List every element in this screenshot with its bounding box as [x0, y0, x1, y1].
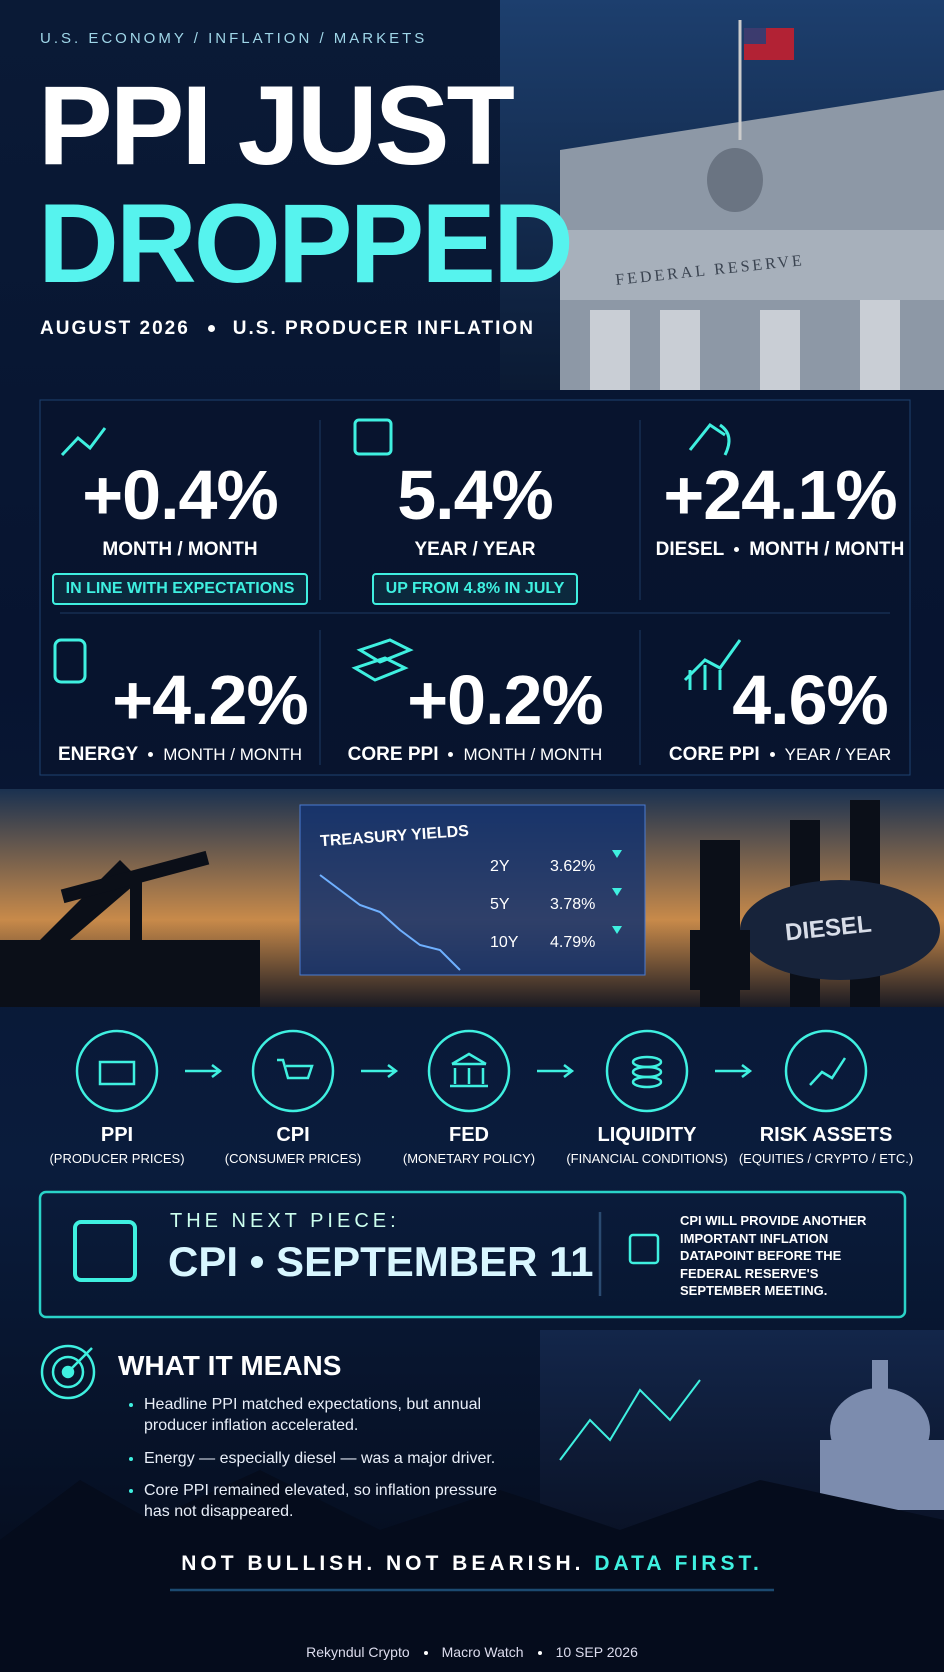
tenor: 2Y — [490, 858, 510, 875]
flow-sub: (EQUITIES / CRYPTO / ETC.) — [738, 1151, 914, 1166]
flow-node: LIQUIDITY (FINANCIAL CONDITIONS) — [557, 1124, 737, 1166]
flow-sub: (MONETARY POLICY) — [402, 1151, 536, 1166]
meaning-list: Headline PPI matched expectations, but a… — [120, 1395, 520, 1535]
stat-label: DIESEL MONTH / MONTH — [645, 539, 915, 561]
flow-label: FED — [449, 1124, 489, 1146]
separator — [537, 1651, 542, 1656]
yield: 3.62% — [550, 858, 596, 875]
stat-value: +4.2% — [112, 661, 308, 739]
stat: 5.4% YEAR / YEAR UP FROM 4.8% IN JULY — [325, 455, 625, 605]
stat-label: MONTH / MONTH — [102, 539, 258, 560]
treasury-row: 10Y 4.79% — [490, 924, 595, 962]
flow-sub: (CONSUMER PRICES) — [224, 1151, 362, 1166]
treasury-row: 5Y 3.78% — [490, 886, 595, 924]
flow-label: PPI — [100, 1124, 134, 1146]
flow-label: CPI — [276, 1124, 310, 1146]
stat-label-text: MONTH / MONTH — [749, 539, 905, 560]
separator — [207, 325, 215, 333]
tenor: 10Y — [490, 934, 519, 951]
treasury-screen — [299, 804, 646, 976]
treasury-table: 2Y 3.62% 5Y 3.78% 10Y 4.79% — [490, 848, 595, 962]
stat-value: 5.4% — [397, 456, 554, 534]
separator — [734, 547, 740, 553]
stat-label: YEAR / YEAR — [414, 539, 536, 560]
stat: +0.2% CORE PPI MONTH / MONTH — [325, 660, 625, 766]
stat-value: +0.4% — [82, 456, 278, 534]
flow-node: FED (MONETARY POLICY) — [379, 1124, 559, 1166]
stat-label-bold: CORE PPI — [347, 744, 439, 765]
yield: 4.79% — [550, 934, 596, 951]
meaning-bullet: Energy — especially diesel — was a major… — [144, 1449, 520, 1470]
flow-node: CPI (CONSUMER PRICES) — [203, 1124, 383, 1166]
meaning-text: Core PPI remained elevated, so inflation… — [144, 1482, 498, 1521]
stat: +4.2% ENERGY MONTH / MONTH — [40, 660, 320, 766]
credit-author: Rekyndul Crypto — [306, 1644, 410, 1660]
flow-sub: (FINANCIAL CONDITIONS) — [566, 1151, 728, 1166]
flow-sub: (PRODUCER PRICES) — [49, 1151, 185, 1166]
stat-note: IN LINE WITH EXPECTATIONS — [51, 573, 309, 605]
breadcrumb: U.S. ECONOMY / INFLATION / MARKETS — [40, 30, 428, 47]
meaning-bullet: Core PPI remained elevated, so inflation… — [144, 1481, 520, 1523]
separator — [769, 752, 775, 758]
credit: Rekyndul Crypto Macro Watch 10 SEP 2026 — [0, 1644, 944, 1660]
separator — [423, 1651, 428, 1656]
separator — [148, 752, 154, 758]
market-line — [559, 1379, 701, 1461]
tenor: 5Y — [490, 896, 510, 913]
meaning-text: Energy — especially diesel — was a major… — [144, 1449, 496, 1467]
meaning-title: WHAT IT MEANS — [118, 1350, 342, 1381]
stat: 4.6% CORE PPI YEAR / YEAR — [645, 660, 915, 766]
next-note: CPI WILL PROVIDE ANOTHER IMPORTANT INFLA… — [680, 1213, 867, 1299]
stat-label: CORE PPI MONTH / MONTH — [325, 744, 625, 766]
stat-label-bold: DIESEL — [655, 539, 725, 560]
subtitle-date: AUGUST 2026 — [40, 318, 190, 339]
stat-value: +24.1% — [663, 456, 897, 534]
flow-shapes — [38, 1029, 907, 1592]
flow-node: RISK ASSETS (EQUITIES / CRYPTO / ETC.) — [736, 1124, 916, 1166]
stat-value: +0.2% — [407, 661, 603, 739]
stat-label-bold: ENERGY — [57, 744, 139, 765]
flow-label: RISK ASSETS — [759, 1124, 893, 1146]
subtitle: AUGUST 2026 U.S. PRODUCER INFLATION — [40, 318, 535, 340]
mountains — [0, 1470, 944, 1672]
tagline-accent: DATA FIRST. — [594, 1552, 763, 1575]
stat-note: UP FROM 4.8% IN JULY — [371, 573, 579, 605]
stat-label: CORE PPI YEAR / YEAR — [645, 744, 915, 766]
stat-value: 4.6% — [732, 661, 889, 739]
tagline-main: NOT BULLISH. NOT BEARISH. — [181, 1552, 585, 1575]
yield: 3.78% — [550, 896, 596, 913]
flow-label: LIQUIDITY — [597, 1124, 697, 1146]
meaning-text: Headline PPI matched expectations, but a… — [144, 1396, 482, 1434]
meaning-bullet: Headline PPI matched expectations, but a… — [144, 1395, 520, 1437]
stat-icons — [53, 418, 742, 690]
separator — [448, 752, 454, 758]
stat-label-text: MONTH / MONTH — [163, 745, 303, 764]
next-headline: CPI • SEPTEMBER 11 — [168, 1238, 594, 1285]
credit-series: Macro Watch — [441, 1644, 524, 1660]
next-kicker: THE NEXT PIECE: — [170, 1210, 400, 1232]
stat-label-text: YEAR / YEAR — [784, 745, 892, 764]
fed-building — [560, 20, 944, 390]
title-line: PPI JUST — [38, 63, 515, 188]
flow-node: PPI (PRODUCER PRICES) — [27, 1124, 207, 1166]
subtitle-topic: U.S. PRODUCER INFLATION — [232, 318, 535, 339]
stat: +0.4% MONTH / MONTH IN LINE WITH EXPECTATI… — [40, 455, 320, 605]
panel-dividers — [39, 399, 911, 776]
tagline: NOT BULLISH. NOT BEARISH. DATA FIRST. — [0, 1552, 944, 1576]
stat-label-text: MONTH / MONTH — [463, 745, 603, 764]
stat: +24.1% DIESEL MONTH / MONTH — [645, 455, 915, 561]
stat-label-bold: CORE PPI — [668, 744, 760, 765]
credit-date: 10 SEP 2026 — [555, 1644, 638, 1660]
title-line: DROPPED — [38, 181, 574, 306]
silhouettes — [0, 800, 940, 1007]
stat-label: ENERGY MONTH / MONTH — [40, 744, 320, 766]
treasury-row: 2Y 3.62% — [490, 848, 595, 886]
